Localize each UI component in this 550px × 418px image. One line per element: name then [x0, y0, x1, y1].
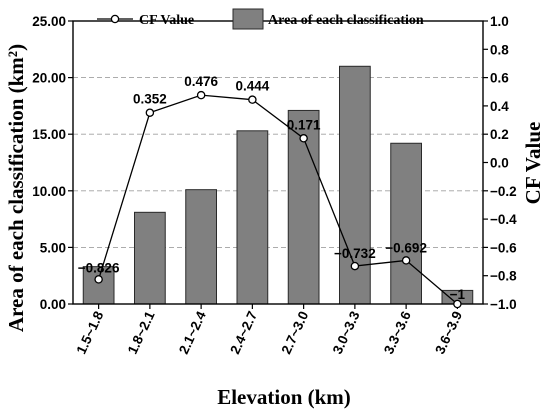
cf-value-line [98, 94, 458, 305]
y-right-tick-label: 0.6 [490, 71, 509, 86]
bar-1.5~1.8 [82, 266, 115, 305]
y-right-tick-label: −0.8 [490, 269, 517, 284]
bar-3.3~3.6 [390, 142, 422, 305]
line-layer [94, 90, 462, 309]
cf-point-3.0~3.3 [350, 261, 360, 271]
cf-data-label: 0.444 [235, 79, 269, 94]
legend-area-label: Area of each classification [268, 13, 424, 28]
x-tick-label: 1.5~1.8 [74, 308, 107, 356]
cf-point-1.5~1.8 [94, 275, 103, 284]
x-tick-label: 3.0~3.3 [330, 308, 363, 356]
y-left-tick-label: 5.00 [40, 240, 66, 255]
bar-1.8~2.1 [134, 211, 166, 305]
y-left-tick-label: 0.00 [40, 297, 66, 312]
cf-point-2.1~2.4 [196, 90, 206, 100]
y-right-tick-label: −0.2 [490, 184, 517, 199]
y-right-tick-label: 0.8 [490, 42, 509, 57]
bar-2.1~2.4 [185, 189, 217, 305]
cf-data-label: 0.476 [184, 74, 218, 89]
bar-2.7~3.0 [287, 109, 320, 305]
cf-point-2.7~3.0 [299, 134, 308, 143]
x-tick-label: 2.7~3.0 [279, 309, 312, 357]
y-right-tick-label: −0.6 [490, 240, 517, 255]
x-tick-label: 1.8~2.1 [125, 308, 158, 356]
x-tick-label: 3.6~3.9 [432, 309, 465, 357]
y-right-tick-label: 0.0 [490, 156, 509, 171]
legend-cf-marker [110, 14, 120, 24]
cf-point-1.8~2.1 [145, 108, 155, 117]
bar-layer [82, 65, 474, 305]
y-left-tick-label: 10.00 [32, 184, 66, 199]
y-right-tick-label: −0.4 [490, 212, 517, 227]
legend-area-swatch [232, 8, 264, 30]
x-tick-label: 3.3~3.6 [381, 308, 414, 356]
y-right-tick-label: 1.0 [490, 14, 509, 29]
cf-data-label: 0.352 [133, 92, 167, 107]
cf-data-label: −0.732 [334, 246, 376, 261]
y-axis-left-title: Area of each classification (km²) [4, 44, 28, 332]
cf-data-label: −0.692 [385, 240, 427, 255]
x-axis-title: Elevation (km) [217, 385, 351, 409]
x-tick-label: 2.1~2.4 [176, 308, 209, 356]
x-tick-label: 2.4~2.7 [227, 309, 260, 357]
cf-data-label: −0.826 [78, 260, 120, 275]
label-layer: −0.826 0.352 0.476 0.444 0.171 −0.732 −0.692 −1 [78, 74, 466, 302]
y-left-tick-label: 20.00 [32, 71, 66, 86]
cf-data-label: −1 [450, 287, 466, 302]
cf-point-3.6~3.9 [453, 299, 462, 309]
y-right-tick-label: 0.4 [490, 99, 509, 114]
y-right-tick-label: 0.2 [490, 127, 509, 142]
cf-point-3.3~3.6 [401, 256, 411, 265]
y-axis-right-title: CF Value [521, 122, 545, 205]
cf-data-label: 0.171 [287, 117, 321, 132]
axis-layer: 0.00 5.00 10.00 15.00 20.00 25.00 −1.0 −0.8 −0.6… [32, 14, 517, 356]
y-right-tick-label: −1.0 [490, 297, 517, 312]
y-left-tick-label: 15.00 [32, 127, 66, 142]
legend-cf-label: CF Value [139, 13, 194, 28]
cf-point-2.4~2.7 [248, 95, 257, 104]
bar-2.4~2.7 [236, 130, 269, 305]
legend: CF Value Area of each classification [97, 8, 424, 30]
y-left-tick-label: 25.00 [32, 14, 66, 29]
